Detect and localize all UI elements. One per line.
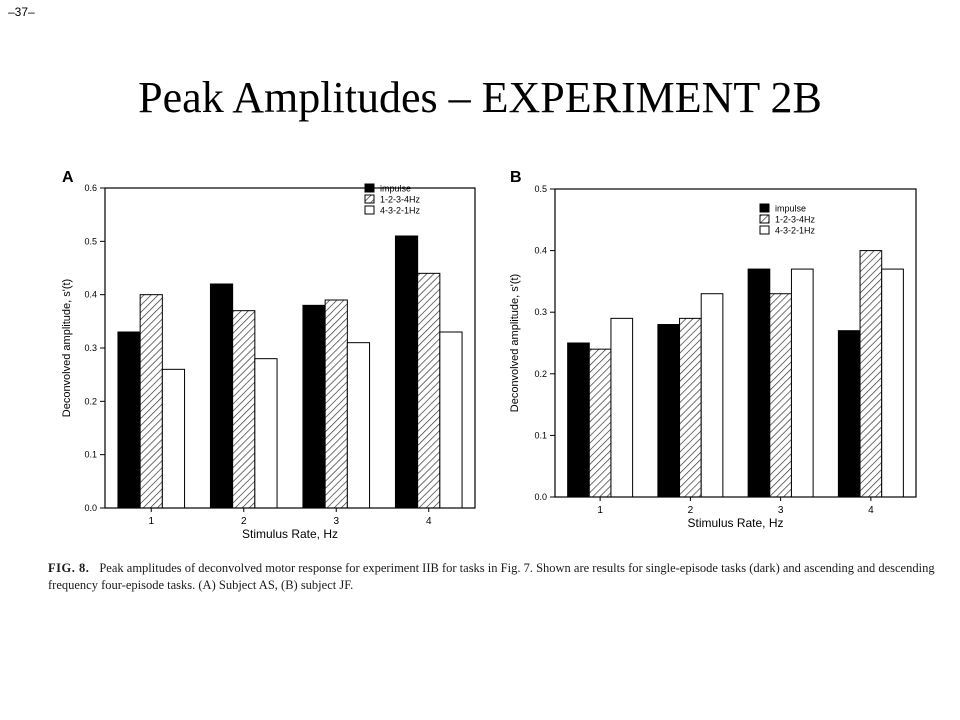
bar: [439, 331, 463, 509]
y-axis-label: Deconvolved amplitude, s'(t): [61, 279, 73, 417]
bar: [394, 235, 419, 509]
bar: [346, 342, 371, 509]
legend-swatch: [364, 205, 375, 215]
legend-label: 1-2-3-4Hz: [775, 215, 816, 225]
bar: [859, 250, 883, 498]
y-tick-label: 0.6: [84, 183, 97, 193]
bar: [232, 310, 256, 509]
bar: [567, 342, 590, 498]
bar: [324, 299, 348, 509]
legend-swatch: [759, 214, 770, 224]
bar: [700, 293, 724, 498]
bar: [588, 348, 612, 498]
legend-label: 4-3-2-1Hz: [380, 206, 421, 216]
bar: [417, 272, 441, 509]
legend-label: 4-3-2-1Hz: [775, 226, 816, 236]
x-tick-label: 3: [333, 516, 339, 527]
bar: [209, 283, 234, 509]
panel-letter: A: [62, 169, 74, 186]
slide-title: Peak Amplitudes – EXPERIMENT 2B: [138, 73, 822, 122]
x-axis-label: Stimulus Rate, Hz: [242, 527, 338, 541]
x-tick-label: 2: [241, 516, 247, 527]
y-tick-label: 0.0: [84, 503, 97, 513]
legend-swatch: [364, 194, 375, 204]
page-number: –37–: [8, 5, 35, 19]
x-axis-label: Stimulus Rate, Hz: [687, 516, 783, 530]
y-tick-label: 0.2: [84, 396, 97, 406]
caption-text: Peak amplitudes of deconvolved motor res…: [48, 561, 935, 592]
caption-label: FIG. 8.: [48, 561, 90, 575]
legend-label: 1-2-3-4Hz: [380, 195, 421, 205]
y-tick-label: 0.5: [84, 236, 97, 246]
bar: [117, 331, 141, 509]
chart-panel-b: B 0.0 0.1 0.2 0.3 0.4 0.5 Deconvolved amplitude…: [509, 169, 917, 530]
bar: [657, 324, 681, 498]
bar: [679, 317, 702, 498]
figure-caption: FIG. 8. Peak amplitudes of deconvolved mo…: [48, 560, 938, 594]
x-tick-label: 1: [597, 505, 603, 516]
chart-panel-a: A 0.0 0.1 0.2 0.3 0.4 0.5 0.6 Deconvolved amplit…: [61, 169, 476, 541]
y-tick-label: 0.4: [84, 290, 97, 300]
x-tick-label: 3: [778, 505, 784, 516]
y-tick-label: 0.0: [534, 492, 547, 502]
y-tick-label: 0.1: [84, 450, 97, 460]
y-tick-label: 0.5: [534, 184, 547, 194]
bar: [610, 317, 634, 498]
bar: [254, 358, 278, 509]
bar: [769, 293, 792, 498]
x-tick-label: 2: [688, 505, 694, 516]
y-tick-label: 0.3: [84, 343, 97, 353]
y-axis-label: Deconvolved amplitude, s'(t): [509, 274, 521, 412]
panel-letter: B: [510, 169, 522, 186]
plot-frame: [104, 187, 476, 509]
y-tick-label: 0.2: [534, 369, 547, 379]
bar: [881, 268, 904, 498]
bar: [302, 304, 326, 509]
x-tick-label: 4: [868, 505, 874, 516]
legend-swatch: [364, 183, 375, 193]
bar: [790, 268, 814, 498]
bar: [161, 368, 186, 509]
legend-swatch: [759, 203, 770, 213]
legend-swatch: [759, 225, 770, 235]
y-tick-label: 0.1: [534, 430, 547, 440]
y-tick-label: 0.4: [534, 246, 547, 256]
bar: [139, 294, 163, 509]
legend-label: impulse: [775, 204, 806, 214]
legend-label: impulse: [380, 184, 411, 194]
bar: [747, 268, 771, 498]
x-tick-label: 4: [426, 516, 432, 527]
bar: [837, 330, 861, 498]
x-tick-label: 1: [148, 516, 154, 527]
figure: A 0.0 0.1 0.2 0.3 0.4 0.5 0.6 Deconvolved amplit…: [61, 169, 917, 541]
plot-frame: [554, 188, 917, 498]
y-tick-label: 0.3: [534, 307, 547, 317]
